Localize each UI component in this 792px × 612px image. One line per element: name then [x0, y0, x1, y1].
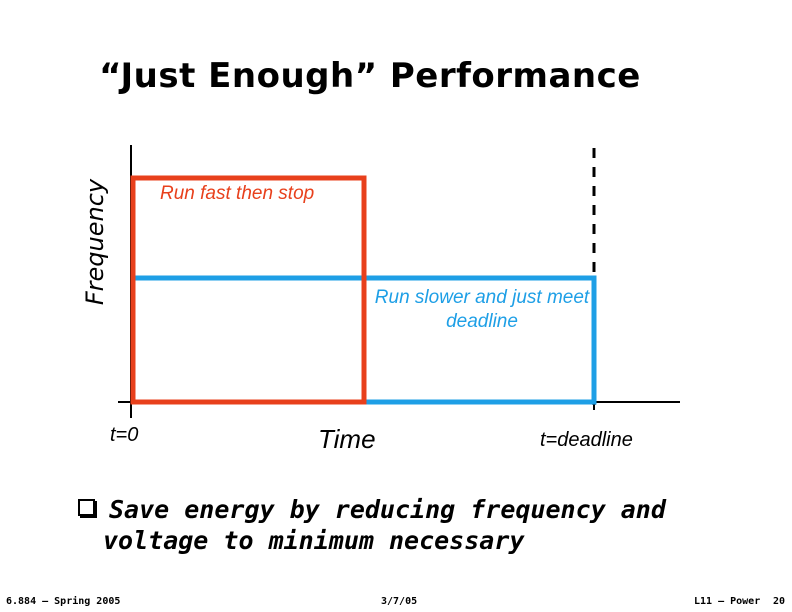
bullet-point: Save energy by reducing frequency and vo…	[78, 494, 698, 556]
bullet-line-1: Save energy by reducing frequency and	[109, 495, 666, 524]
tick-label-t0: t=0	[110, 424, 139, 446]
footer-lecture: L11 – Power	[694, 596, 761, 607]
checkbox-bullet-icon	[78, 499, 95, 516]
footer-date: 3/7/05	[381, 596, 418, 607]
fast-run-label: Run fast then stop	[160, 183, 315, 204]
y-axis-label: Frequency	[81, 178, 109, 306]
x-axis-label: Time	[318, 424, 376, 454]
fast-run-rectangle	[130, 175, 367, 405]
slow-run-label: Run slower and just meet deadline	[374, 287, 590, 332]
tick-label-deadline: t=deadline	[540, 429, 633, 451]
footer-course: 6.884 – Spring 2005	[6, 596, 121, 607]
bullet-line-2: voltage to minimum necessary	[103, 526, 525, 555]
slide-title: “Just Enough” Performance	[99, 56, 641, 96]
footer-page-number: 20	[773, 596, 786, 607]
